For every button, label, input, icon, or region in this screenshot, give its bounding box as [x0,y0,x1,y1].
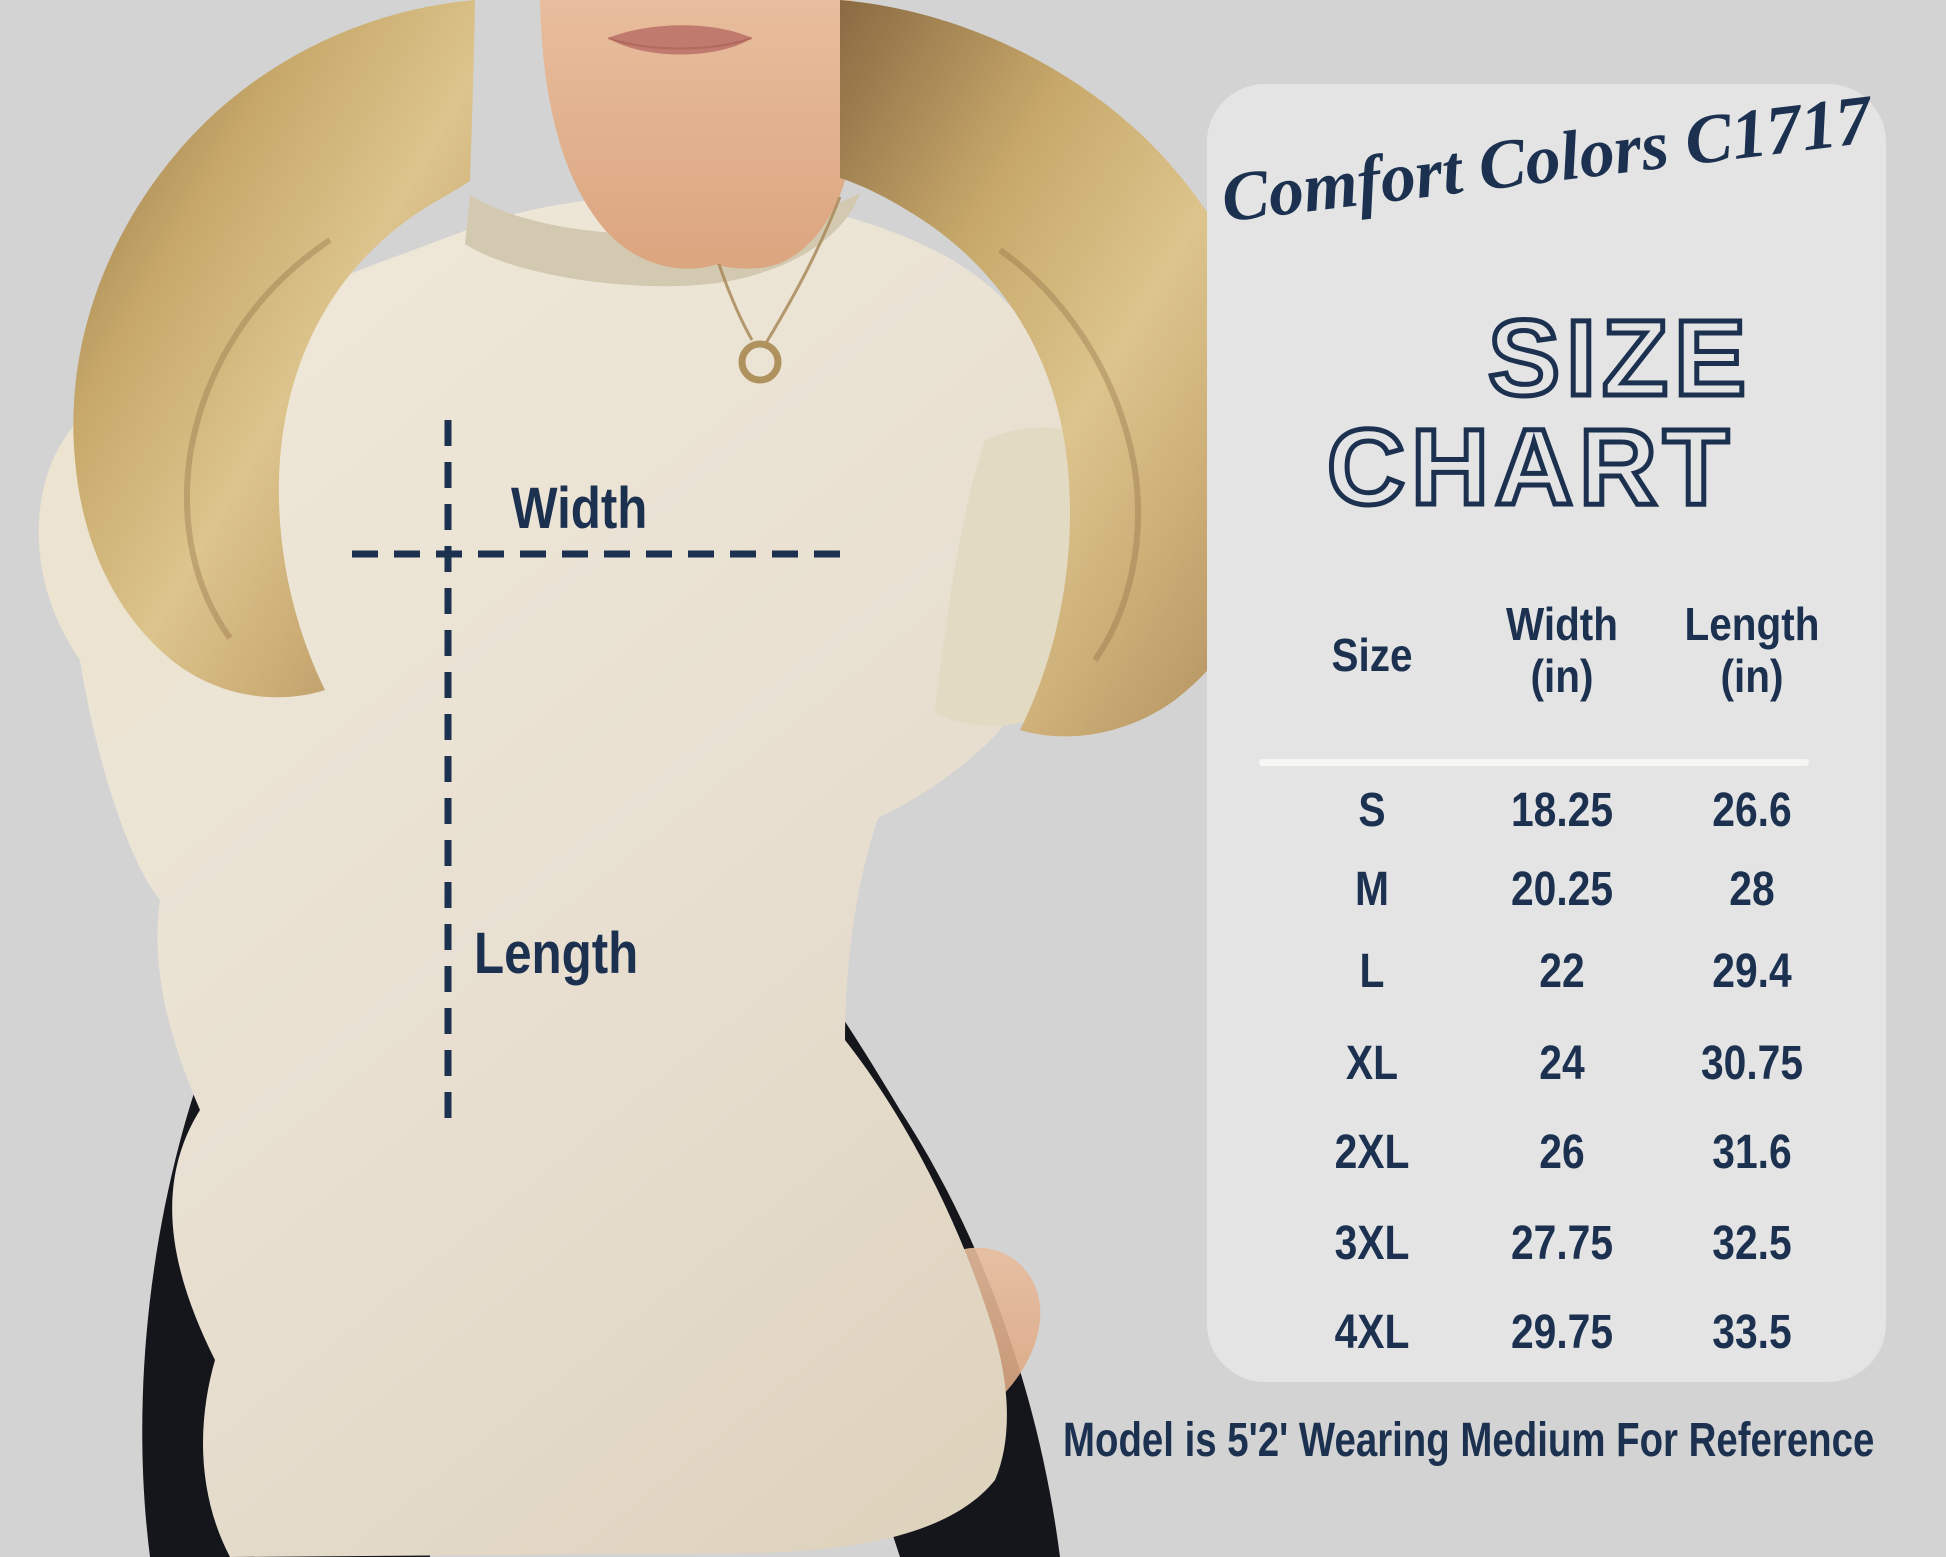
svg-text:Length: Length [474,921,638,986]
svg-text:Width: Width [511,476,647,541]
